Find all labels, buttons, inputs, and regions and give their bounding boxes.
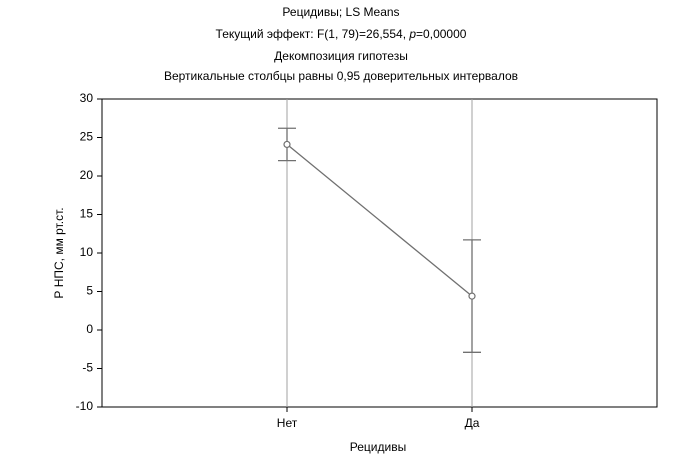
y-tick-label: 20 xyxy=(80,168,94,182)
subtitle-part: p xyxy=(408,27,416,41)
y-tick-label: 10 xyxy=(80,245,94,259)
plot-frame xyxy=(101,98,658,408)
subtitle-part: =0,00000 xyxy=(416,27,467,41)
y-tick-label: 0 xyxy=(86,322,93,336)
x-tick-label: Да xyxy=(465,416,480,430)
marker xyxy=(468,292,476,300)
chart-subtitle: Декомпозиция гипотезы xyxy=(274,49,408,63)
marker xyxy=(283,140,291,149)
y-tick-label: 5 xyxy=(86,284,93,298)
y-tick-label: -10 xyxy=(76,399,94,413)
chart-subtitle: Вертикальные столбцы равны 0,95 доверите… xyxy=(164,69,518,83)
chart-title: Рецидивы; LS Means xyxy=(282,5,399,19)
y-tick-label: -5 xyxy=(82,361,93,375)
subtitle-part: Текущий эффект: F(1, 79)=26,554, xyxy=(216,27,410,41)
x-tick-label: Нет xyxy=(277,416,298,430)
x-axis-label: Рецидивы xyxy=(350,440,406,454)
y-tick-label: 30 xyxy=(80,91,94,105)
y-tick-label: 15 xyxy=(80,207,94,221)
chart-subtitle: Текущий эффект: F(1, 79)=26,554, p=0,000… xyxy=(216,27,467,41)
series-line xyxy=(286,143,473,297)
y-tick-label: 25 xyxy=(80,130,94,144)
y-axis-label: Р НПС, мм рт.ст. xyxy=(52,207,66,298)
